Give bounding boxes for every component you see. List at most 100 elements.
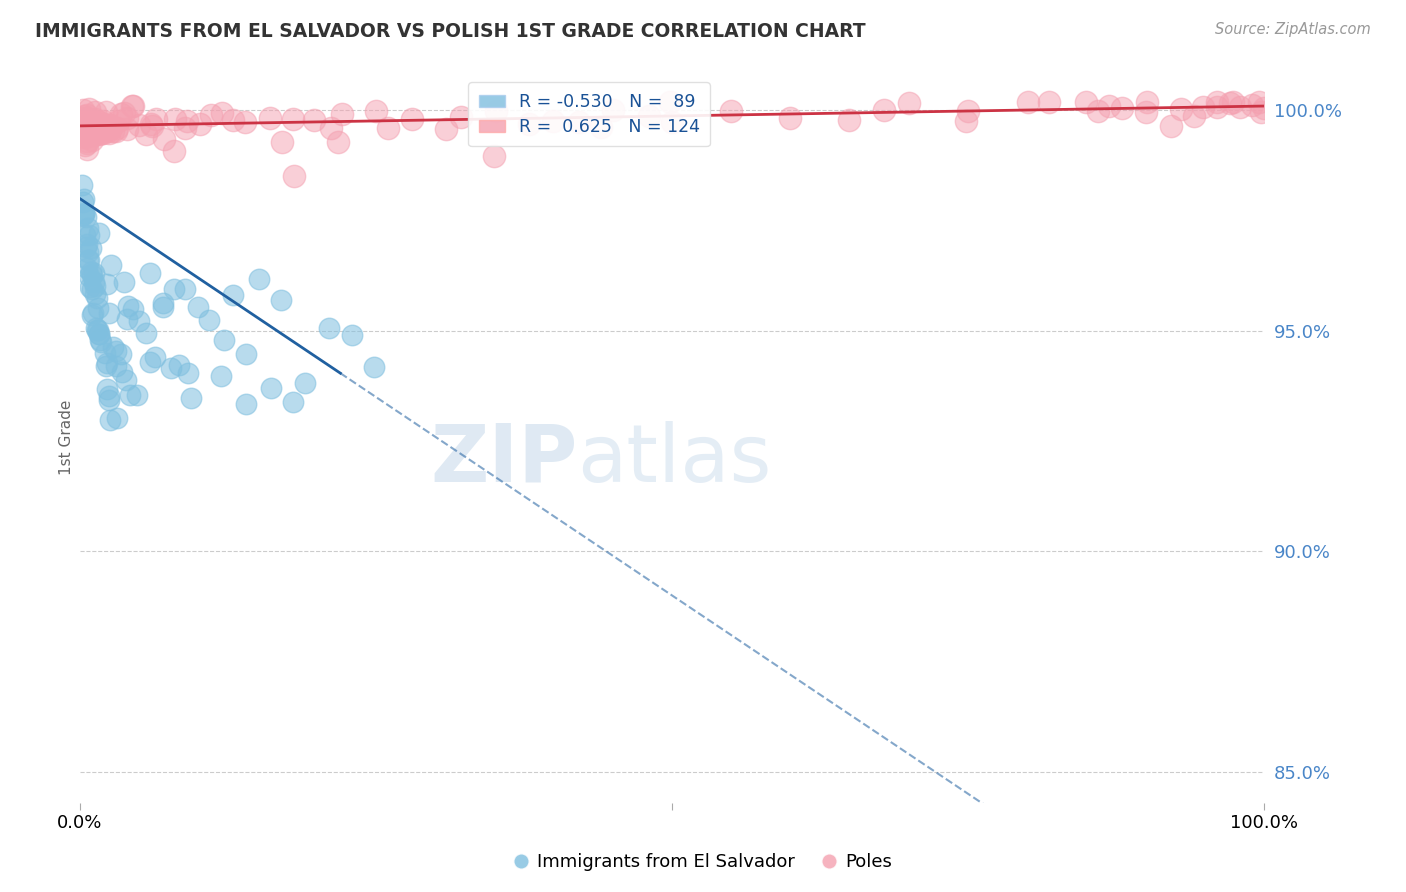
Point <box>82 118 104 132</box>
Point <box>270 293 292 308</box>
Point <box>72 127 94 141</box>
Point <box>107 114 129 128</box>
Point <box>485 103 508 118</box>
Point <box>76 108 98 122</box>
Point <box>72 194 94 209</box>
Point <box>76 245 98 260</box>
Point <box>838 113 860 128</box>
Point <box>76 260 98 275</box>
Point <box>212 333 235 347</box>
Point <box>152 295 174 310</box>
Point <box>568 114 591 128</box>
Point <box>90 126 112 140</box>
Point <box>104 344 127 359</box>
Point <box>117 121 139 136</box>
Point <box>80 123 103 137</box>
Point <box>1135 95 1157 109</box>
Point <box>76 120 98 135</box>
Point <box>120 388 142 402</box>
Point <box>281 394 304 409</box>
Point <box>211 105 233 120</box>
Point <box>128 118 150 132</box>
Point <box>197 313 219 327</box>
Point <box>76 121 98 136</box>
Point <box>1191 99 1213 113</box>
Point <box>97 392 120 407</box>
Point <box>77 112 100 127</box>
Point <box>75 210 97 224</box>
Point <box>73 228 96 243</box>
Point <box>80 265 103 279</box>
Point <box>79 280 101 294</box>
Point <box>159 360 181 375</box>
Y-axis label: 1st Grade: 1st Grade <box>59 401 75 475</box>
Point <box>76 253 98 268</box>
Point <box>139 355 162 369</box>
Point <box>121 99 143 113</box>
Point <box>153 132 176 146</box>
Text: Source: ZipAtlas.com: Source: ZipAtlas.com <box>1215 22 1371 37</box>
Point <box>83 126 105 140</box>
Point <box>83 275 105 289</box>
Point <box>91 114 114 128</box>
Point <box>326 135 349 149</box>
Point <box>121 301 143 316</box>
Point <box>97 389 120 403</box>
Point <box>75 240 97 254</box>
Point <box>83 112 105 126</box>
Point <box>1111 101 1133 115</box>
Point <box>1219 96 1241 111</box>
Point <box>318 321 340 335</box>
Point <box>152 300 174 314</box>
Point <box>96 356 118 370</box>
Point <box>80 124 103 138</box>
Point <box>86 291 108 305</box>
Point <box>176 367 198 381</box>
Point <box>73 109 96 123</box>
Point <box>75 112 97 126</box>
Point <box>115 111 138 125</box>
Point <box>1017 95 1039 110</box>
Point <box>200 108 222 122</box>
Point <box>659 95 682 109</box>
Point <box>222 113 245 128</box>
Point <box>176 113 198 128</box>
Point <box>76 221 98 235</box>
Point <box>110 366 132 380</box>
Point <box>259 111 281 125</box>
Point <box>319 121 342 136</box>
Point <box>271 135 294 149</box>
Point <box>602 103 624 117</box>
Text: ZIP: ZIP <box>430 421 578 499</box>
Point <box>209 368 232 383</box>
Point <box>450 111 472 125</box>
Point <box>955 114 977 128</box>
Point <box>115 311 138 326</box>
Point <box>1135 105 1157 120</box>
Point <box>82 128 104 142</box>
Point <box>1250 104 1272 119</box>
Legend: Immigrants from El Salvador, Poles: Immigrants from El Salvador, Poles <box>506 847 900 879</box>
Point <box>174 282 197 296</box>
Point <box>163 145 186 159</box>
Point <box>135 128 157 142</box>
Point <box>105 124 128 138</box>
Point <box>83 287 105 301</box>
Point <box>104 359 127 373</box>
Point <box>94 117 117 131</box>
Point <box>89 227 111 241</box>
Point <box>72 111 94 125</box>
Point <box>97 124 120 138</box>
Point <box>377 121 399 136</box>
Point <box>73 207 96 221</box>
Point <box>77 119 100 133</box>
Point <box>89 334 111 348</box>
Point <box>70 178 93 192</box>
Point <box>98 413 121 427</box>
Point <box>72 120 94 134</box>
Point <box>1074 95 1097 109</box>
Point <box>235 347 257 361</box>
Point <box>83 266 105 280</box>
Point <box>103 340 125 354</box>
Point <box>174 120 197 135</box>
